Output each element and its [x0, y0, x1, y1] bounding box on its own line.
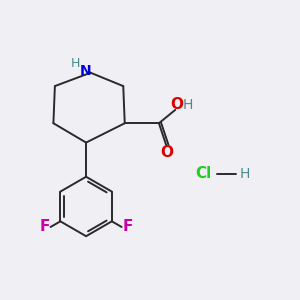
Text: F: F [122, 220, 133, 235]
Text: O: O [160, 145, 173, 160]
Text: H: H [240, 167, 250, 181]
Text: H: H [71, 57, 80, 70]
Text: O: O [170, 97, 183, 112]
Text: F: F [39, 220, 50, 235]
Text: N: N [80, 64, 91, 78]
Text: H: H [183, 98, 193, 112]
Text: Cl: Cl [195, 166, 212, 181]
